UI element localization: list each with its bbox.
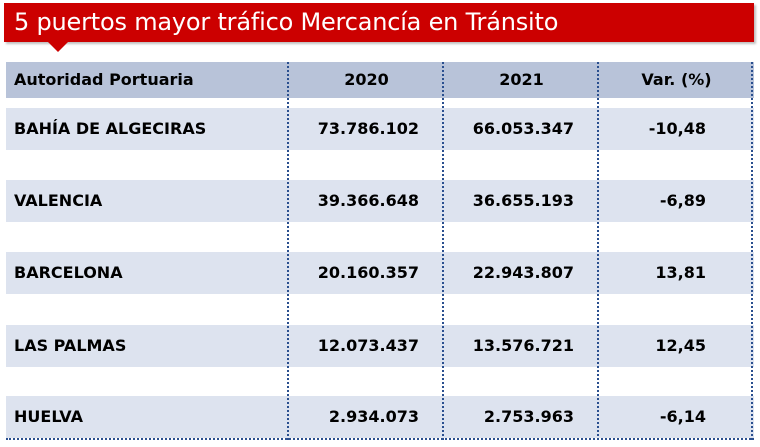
header-var: Var. (%) [641,70,712,89]
table-row: LAS PALMAS 12.073.437 13.576.721 12,45 [6,325,754,367]
table-row: VALENCIA 39.366.648 36.655.193 -6,89 [6,180,754,222]
value-var: -6,89 [659,191,706,210]
column-divider [287,62,289,440]
column-divider [751,62,753,440]
table-row: BAHÍA DE ALGECIRAS 73.786.102 66.053.347… [6,108,754,150]
value-var: 12,45 [655,336,706,355]
value-2021: 13.576.721 [472,336,574,355]
header-2020: 2020 [344,70,389,89]
port-name: VALENCIA [14,191,103,210]
port-name: BARCELONA [14,263,123,282]
page-title: 5 puertos mayor tráfico Mercancía en Trá… [4,3,754,42]
value-var: 13,81 [655,263,706,282]
value-2021: 2.753.963 [483,407,574,426]
table-row: HUELVA 2.934.073 2.753.963 -6,14 [6,396,754,438]
port-traffic-table: Autoridad Portuaria 2020 2021 Var. (%) B… [6,62,754,440]
header-2021: 2021 [499,70,544,89]
table-header: Autoridad Portuaria 2020 2021 Var. (%) [6,62,754,98]
port-name: LAS PALMAS [14,336,127,355]
banner-notch [48,42,68,52]
column-divider [442,62,444,440]
header-port: Autoridad Portuaria [14,70,194,89]
value-2020: 12.073.437 [317,336,419,355]
table-row: BARCELONA 20.160.357 22.943.807 13,81 [6,252,754,294]
port-name: BAHÍA DE ALGECIRAS [14,119,207,138]
value-2021: 36.655.193 [472,191,574,210]
value-2020: 73.786.102 [317,119,419,138]
value-var: -6,14 [659,407,706,426]
table-bottom-border [6,438,754,440]
value-2020: 39.366.648 [317,191,419,210]
value-2020: 2.934.073 [328,407,419,426]
column-divider [597,62,599,440]
port-name: HUELVA [14,407,83,426]
value-var: -10,48 [648,119,706,138]
value-2020: 20.160.357 [317,263,419,282]
value-2021: 66.053.347 [472,119,574,138]
value-2021: 22.943.807 [472,263,574,282]
